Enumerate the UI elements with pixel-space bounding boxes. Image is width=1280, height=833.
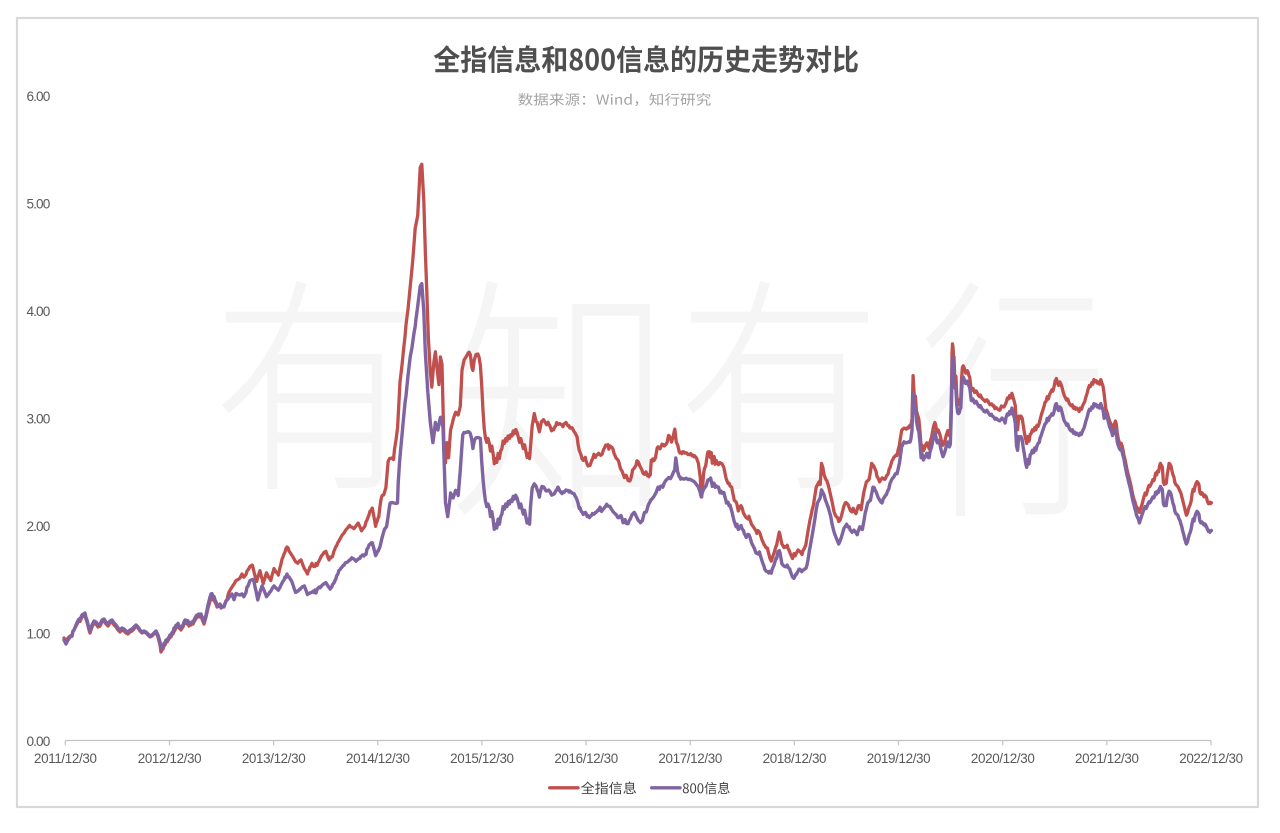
svg-text:5.00: 5.00 — [27, 196, 51, 211]
svg-text:2015/12/30: 2015/12/30 — [450, 751, 514, 766]
svg-text:2012/12/30: 2012/12/30 — [138, 751, 202, 766]
svg-text:3.00: 3.00 — [27, 411, 51, 426]
svg-text:2017/12/30: 2017/12/30 — [658, 751, 722, 766]
svg-text:2013/12/30: 2013/12/30 — [242, 751, 306, 766]
svg-text:2011/12/30: 2011/12/30 — [34, 751, 97, 766]
svg-text:6.00: 6.00 — [27, 89, 51, 104]
svg-text:2016/12/30: 2016/12/30 — [554, 751, 618, 766]
svg-text:1.00: 1.00 — [27, 626, 51, 641]
svg-text:2.00: 2.00 — [27, 519, 51, 534]
svg-text:2019/12/30: 2019/12/30 — [867, 751, 931, 766]
svg-text:2020/12/30: 2020/12/30 — [971, 751, 1035, 766]
svg-text:2021/12/30: 2021/12/30 — [1075, 751, 1139, 766]
svg-text:2014/12/30: 2014/12/30 — [346, 751, 410, 766]
svg-text:0.00: 0.00 — [27, 734, 51, 749]
svg-text:4.00: 4.00 — [27, 304, 51, 319]
svg-text:2022/12/30: 2022/12/30 — [1179, 751, 1243, 766]
svg-text:2018/12/30: 2018/12/30 — [763, 751, 827, 766]
